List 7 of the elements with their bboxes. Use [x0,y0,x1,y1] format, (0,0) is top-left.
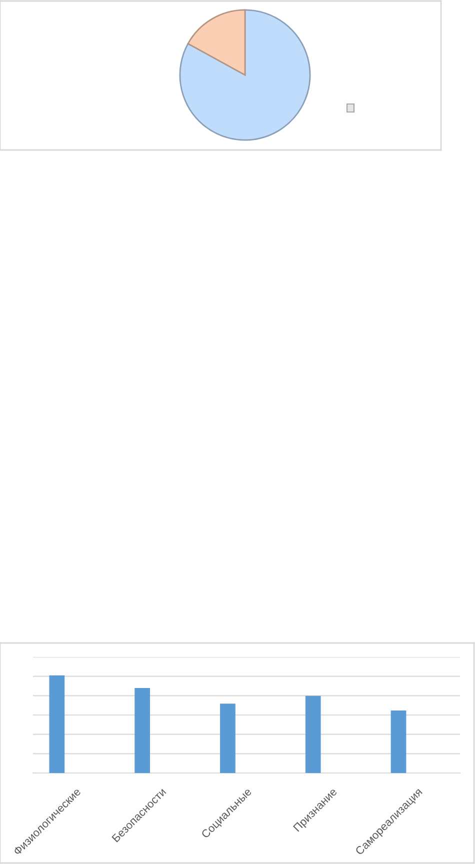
bar [390,710,406,773]
bar [220,704,236,773]
bar [49,675,65,773]
bar [305,696,321,773]
pie-slice [187,9,246,76]
bar [134,688,150,773]
pie-slice [179,9,311,141]
